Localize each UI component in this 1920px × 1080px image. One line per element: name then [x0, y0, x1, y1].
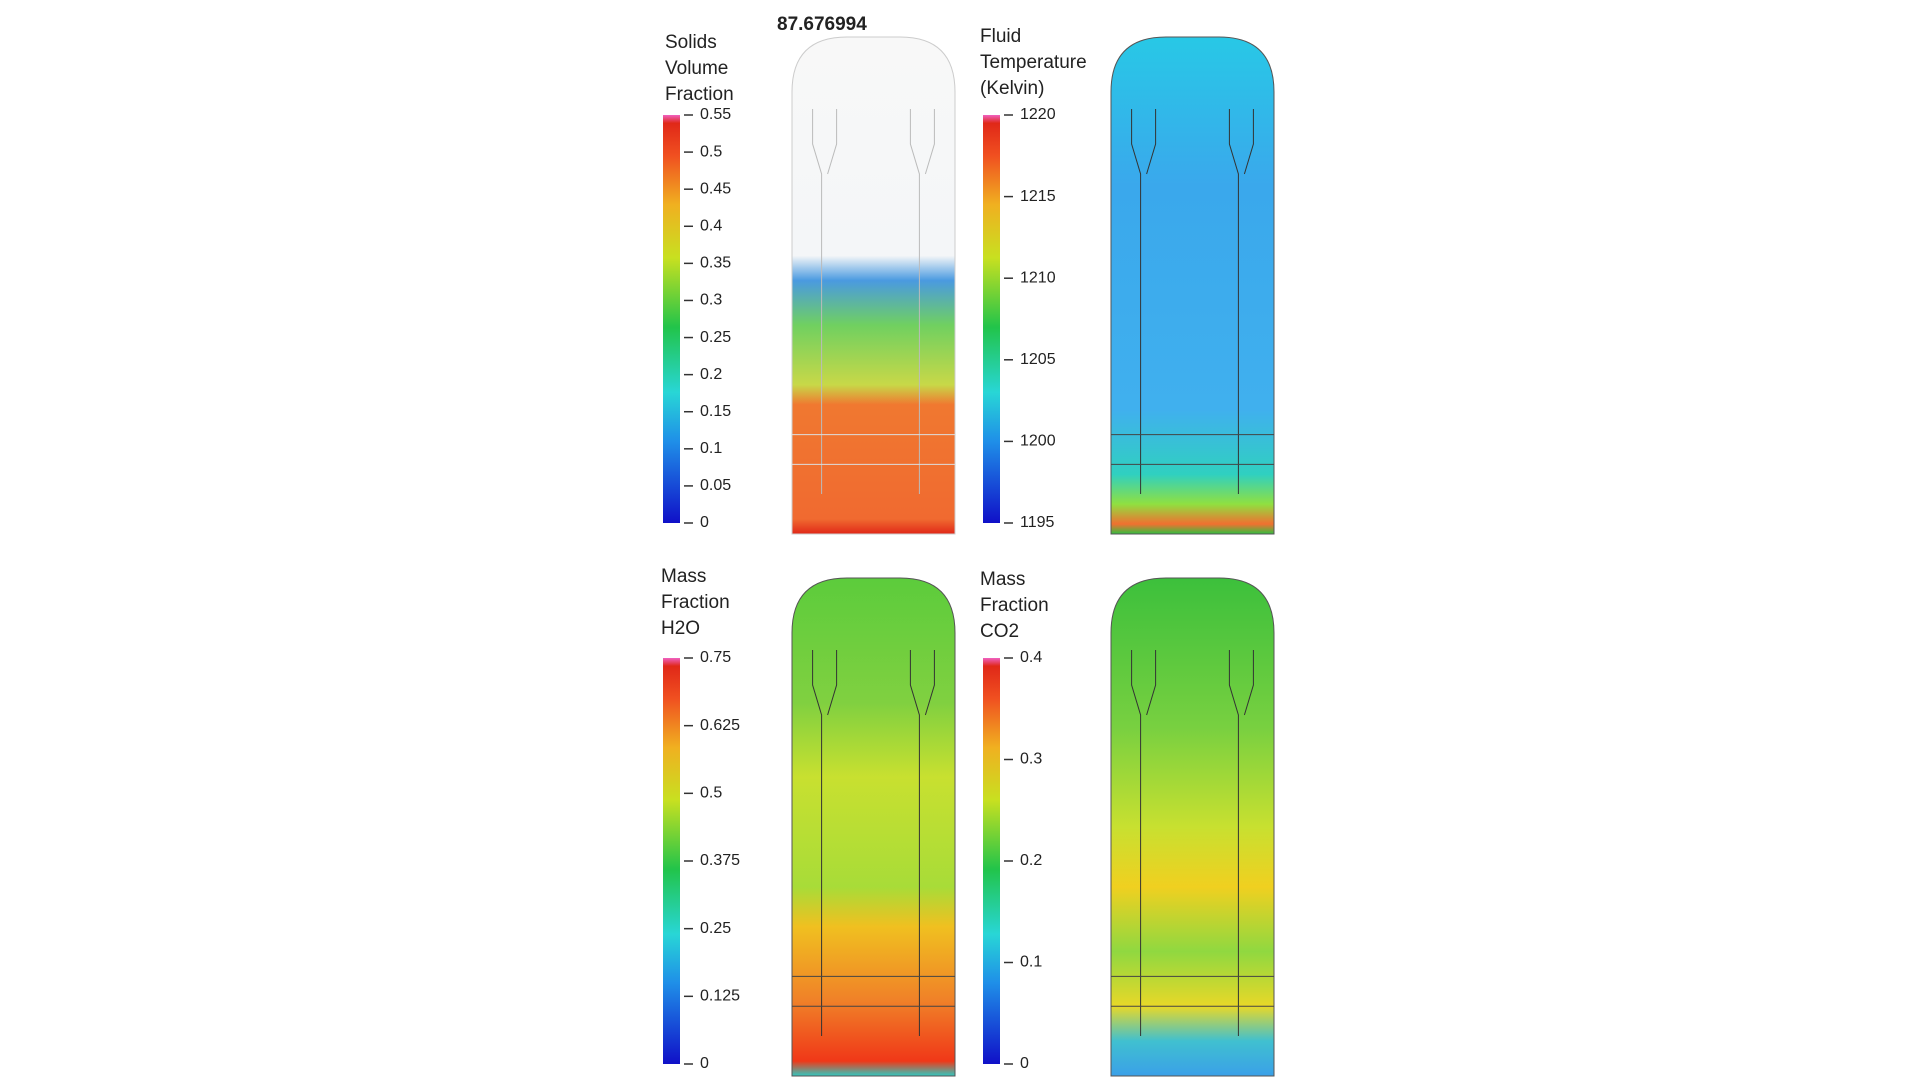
colorbar-title: Solids [665, 32, 717, 53]
colorbar-tick-label: 0.45 [700, 180, 731, 197]
colorbar-title: Fluid [980, 26, 1021, 47]
colorbar-title: Temperature [980, 52, 1087, 73]
colorbar-title: Fraction [661, 592, 730, 613]
colorbar-tick-label: 0.05 [700, 477, 731, 494]
colorbar-tick-label: 0.4 [700, 217, 722, 234]
colorbar-tick-label: 0.125 [700, 988, 740, 1005]
colorbar [663, 658, 680, 1064]
colorbar-tick-label: 0 [700, 1055, 709, 1072]
colorbar-tick-label: 1200 [1020, 433, 1056, 450]
colorbar-tick-label: 0.5 [700, 143, 722, 160]
colorbar-tick-label: 1210 [1020, 269, 1056, 286]
reactor-field [1110, 36, 1275, 535]
colorbar-tick-label: 0 [700, 514, 709, 531]
colorbar-tick-label: 0.25 [700, 920, 731, 937]
reactor-field [1110, 577, 1275, 1077]
colorbar [983, 658, 1000, 1064]
colorbar-tick-label: 0.1 [1020, 954, 1042, 971]
reactor-nozzle [1131, 650, 1157, 1036]
colorbar-tick-label: 0.4 [1020, 649, 1042, 666]
reactor-field [791, 36, 956, 535]
colorbar-tick-label: 1195 [1020, 514, 1055, 531]
time-label: 87.676994 [777, 14, 867, 35]
reactor-nozzle [909, 650, 935, 1036]
colorbar-tick-label: 0.2 [700, 366, 722, 383]
colorbar-tick-label: 0.375 [700, 852, 740, 869]
colorbar-tick-label: 0.75 [700, 649, 731, 666]
colorbar-tick-label: 0 [1020, 1055, 1029, 1072]
colorbar-title: Volume [665, 58, 728, 79]
colorbar-tick-label: 0.5 [700, 785, 722, 802]
colorbar-tick-label: 0.1 [700, 440, 722, 457]
colorbar-title: (Kelvin) [980, 78, 1044, 99]
colorbar-tick-label: 1220 [1020, 106, 1056, 123]
colorbar-tick-label: 0.15 [700, 403, 731, 420]
colorbar-tick-label: 0.25 [700, 329, 731, 346]
colorbar-title: Fraction [980, 595, 1049, 616]
colorbar-tick-label: 0.35 [700, 255, 731, 272]
reactor-nozzle [1228, 650, 1254, 1036]
colorbar-title: H2O [661, 618, 700, 639]
colorbar-tick-label: 1215 [1020, 188, 1056, 205]
colorbar-tick-label: 0.2 [1020, 852, 1042, 869]
colorbar-title: Mass [980, 569, 1025, 590]
colorbar-tick-label: 0.55 [700, 106, 731, 123]
colorbar [983, 115, 1000, 523]
reactor-nozzle [812, 650, 838, 1036]
colorbar-tick-label: 1205 [1020, 351, 1056, 368]
reactor-nozzle [1228, 109, 1254, 494]
colorbar-title: CO2 [980, 621, 1019, 642]
colorbar-tick-label: 0.625 [700, 717, 740, 734]
reactor-nozzle [812, 109, 838, 494]
colorbar-tick-label: 0.3 [1020, 751, 1042, 768]
colorbar-title: Mass [661, 566, 706, 587]
reactor-nozzle [909, 109, 935, 494]
reactor-field [791, 577, 956, 1077]
colorbar-title: Fraction [665, 84, 734, 105]
colorbar-tick-label: 0.3 [700, 292, 722, 309]
colorbar [663, 115, 680, 523]
reactor-nozzle [1131, 109, 1157, 494]
